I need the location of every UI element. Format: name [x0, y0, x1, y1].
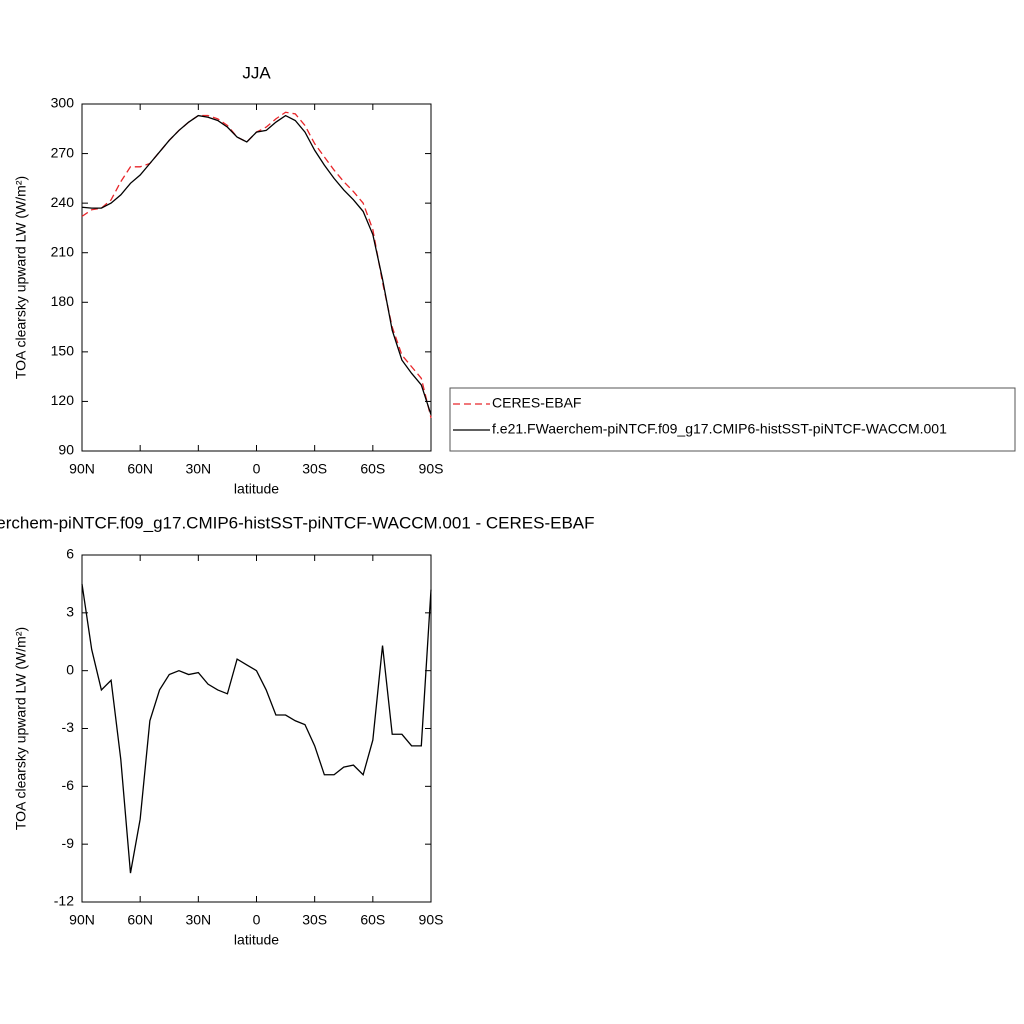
legend-label: f.e21.FWaerchem-piNTCF.f09_g17.CMIP6-his…: [492, 421, 947, 437]
y-tick-label: 150: [51, 343, 75, 359]
x-tick-label: 90N: [69, 461, 95, 477]
y-tick-label: 300: [51, 95, 75, 111]
chart-title: f.e21.FWaerchem-piNTCF.f09_g17.CMIP6-his…: [0, 513, 595, 532]
plot-frame: [81, 103, 432, 452]
x-axis-label: latitude: [234, 932, 279, 948]
y-tick-label: 120: [51, 392, 75, 408]
y-tick-label: 90: [58, 442, 74, 458]
y-axis-label: TOA clearsky upward LW (W/m²): [13, 627, 29, 830]
data-line: [81, 114, 432, 415]
x-tick-label: 60N: [127, 912, 153, 928]
x-tick-label: 60S: [360, 912, 385, 928]
y-tick-label: 0: [66, 661, 74, 677]
x-tick-label: 90S: [419, 461, 444, 477]
y-tick-label: -9: [62, 835, 75, 851]
legend-box: [449, 387, 1016, 452]
x-tick-label: 90S: [419, 912, 444, 928]
data-line: [81, 111, 432, 419]
y-axis-label: TOA clearsky upward LW (W/m²): [13, 176, 29, 379]
y-tick-label: -12: [54, 893, 74, 909]
y-tick-label: 210: [51, 243, 75, 259]
x-tick-label: 90N: [69, 912, 95, 928]
x-tick-label: 30N: [185, 461, 211, 477]
y-tick-label: 3: [66, 604, 74, 620]
x-tick-label: 30S: [302, 912, 327, 928]
chart-title: JJA: [242, 63, 271, 82]
y-tick-label: 240: [51, 194, 75, 210]
y-tick-label: -3: [62, 719, 75, 735]
x-tick-label: 30N: [185, 912, 211, 928]
x-tick-label: 60N: [127, 461, 153, 477]
x-tick-label: 30S: [302, 461, 327, 477]
y-tick-label: 270: [51, 144, 75, 160]
y-tick-label: -6: [62, 777, 75, 793]
y-tick-label: 180: [51, 293, 75, 309]
y-tick-label: 6: [66, 546, 74, 562]
x-tick-label: 0: [253, 912, 261, 928]
data-line: [81, 583, 432, 874]
x-tick-label: 0: [253, 461, 261, 477]
legend-label: CERES-EBAF: [492, 395, 581, 411]
x-axis-label: latitude: [234, 481, 279, 497]
x-tick-label: 60S: [360, 461, 385, 477]
